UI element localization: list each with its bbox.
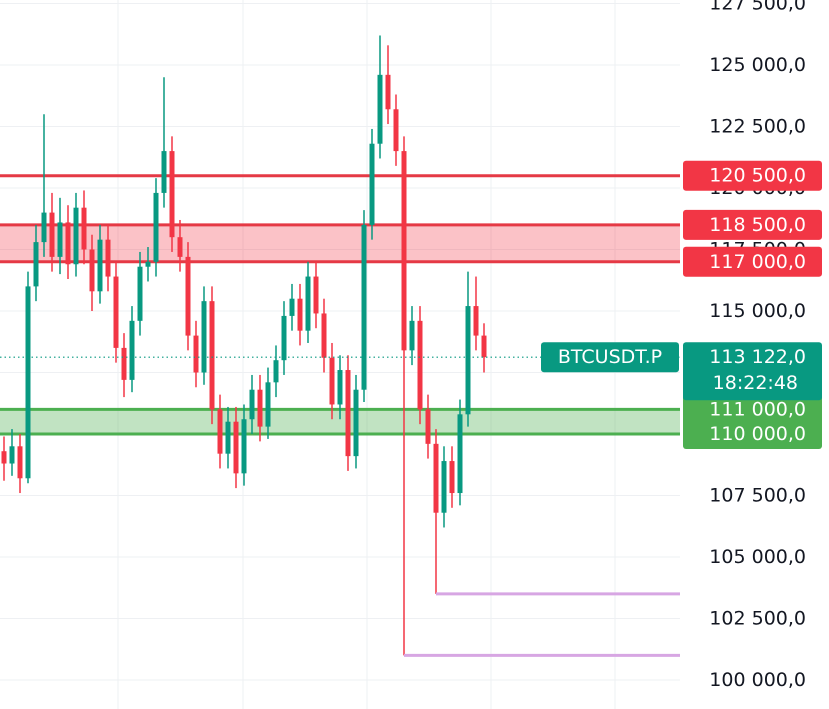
symbol-badge [541,342,679,373]
candle-body [89,249,95,292]
countdown-label: 18:22:48 [713,372,798,394]
candle-body [57,222,63,257]
candle-body [257,389,263,427]
y-tick-label: 127 500,0 [709,0,806,14]
candle-body [449,461,455,494]
price-badge-label: 111 000,0 [709,398,806,420]
last-price-badge [683,342,822,401]
price-badge [683,246,822,277]
candle-body [281,315,287,361]
candle-body [465,306,471,415]
candle-body [305,276,311,331]
candle-body [105,239,111,277]
candle-body [41,212,47,243]
price-badge [683,394,822,425]
candle-body [97,239,103,292]
candle-body [65,222,71,265]
candle-body [241,419,247,474]
candle-body [481,335,487,358]
candle-body [433,443,439,513]
y-tick-label: 102 500,0 [709,607,806,629]
candle-body [441,461,447,513]
candle-body [129,320,135,380]
candle-body [417,320,423,410]
candle-body [25,286,31,479]
candle-body [361,224,367,390]
candle-body [289,298,295,316]
candle-body [353,389,359,457]
y-tick-label: 107 500,0 [709,484,806,506]
y-tick-label: 115 000,0 [709,300,806,322]
price-badge [683,209,822,240]
last-price-label: 113 122,0 [709,346,806,368]
symbol-label: BTCUSDT.P [558,346,662,368]
candle-body [425,409,431,444]
candle-body [17,446,23,479]
candle-body [273,360,279,383]
candle-body [457,414,463,494]
candle-body [313,276,319,314]
candle-body [121,347,127,380]
candle-body [321,313,327,358]
candle-body [217,409,223,454]
candle-body [249,389,255,420]
price-badge-label: 120 500,0 [709,165,806,187]
y-tick-label: 100 000,0 [709,669,806,691]
zone-fill [0,224,680,262]
candle-body [9,446,15,464]
candle-body [329,357,335,405]
y-tick-label: 125 000,0 [709,54,806,76]
price-badge [683,418,822,449]
candle-body [193,335,199,373]
y-tick-label: 105 000,0 [709,546,806,568]
candle-body [233,421,239,474]
price-badge-label: 110 000,0 [709,423,806,445]
candle-body [81,207,87,250]
candle-body [401,151,407,351]
candle-body [297,298,303,331]
price-badge-label: 117 000,0 [709,251,806,273]
candle-body [161,151,167,193]
candle-body [49,212,55,257]
candle-body [337,370,343,405]
candle-body [145,261,151,267]
y-tick-label: 122 500,0 [709,115,806,137]
price-badge [683,160,822,191]
candle-body [393,109,399,152]
candle-body [377,74,383,144]
candle-body [369,143,375,225]
candle-body [73,207,79,265]
candle-body [209,301,215,410]
candle-body [265,382,271,427]
candle-body [225,421,231,454]
candle-body [473,306,479,336]
candle-body [137,266,143,321]
candle-body [153,192,159,262]
candle-body [33,242,39,287]
candle-body [201,301,207,373]
price-badge-label: 118 500,0 [709,214,806,236]
candle-body [177,237,183,257]
candle-body [185,256,191,336]
candle-body [385,74,391,110]
candle-body [1,451,7,464]
candle-body [345,370,351,457]
candle-body [113,276,119,348]
candle-body [409,320,415,351]
candle-body [169,151,175,238]
